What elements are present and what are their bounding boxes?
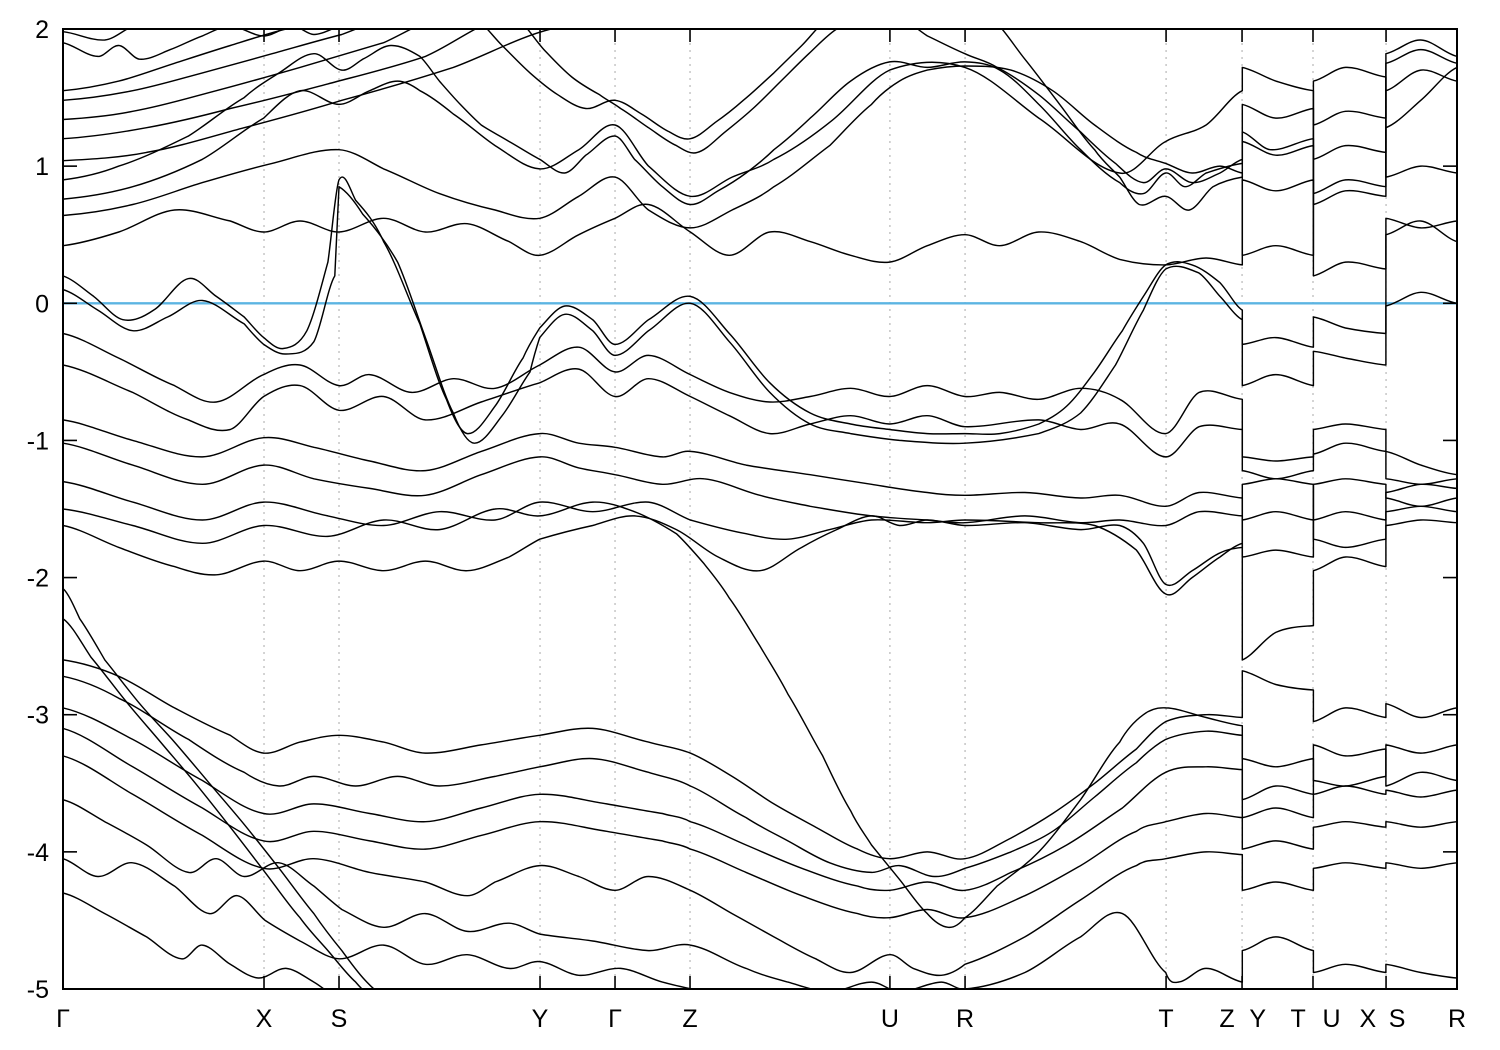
y-tick-label: 1 [35,153,49,181]
k-point-label: T [1290,1005,1305,1033]
y-tick-label: -3 [27,702,49,730]
y-tick-label: 2 [35,16,49,44]
band-curve [63,617,363,989]
k-point-label: U [1323,1005,1341,1033]
band-curve [63,44,1457,206]
k-point-label: Γ [608,1005,622,1033]
y-tick-label: -5 [27,976,49,1004]
k-point-label: Z [682,1005,697,1033]
band-curve [486,29,818,140]
band-curve [63,179,1457,277]
band-curve [63,478,1457,587]
band-curve [63,65,1457,257]
y-tick-label: -4 [27,839,49,867]
band-curve [63,29,288,92]
band-curve [63,185,1457,445]
band-curve [63,176,1457,436]
band-curve [63,480,1457,661]
band-curve [526,29,838,154]
y-tick-label: -1 [27,427,49,455]
band-curve [63,727,1457,919]
band-curve [63,29,129,41]
k-point-label: S [331,1005,348,1033]
band-curve [63,675,1457,878]
band-curve [63,857,695,989]
band-curve [63,29,358,102]
band-curve [63,39,1457,200]
k-point-label: X [256,1005,273,1033]
band-curve [63,892,326,989]
band-curve [63,29,552,162]
band-curve [63,587,376,989]
y-tick-label: 0 [35,290,49,318]
k-point-label: Γ [56,1005,70,1033]
band-curve [63,755,1457,977]
k-point-label: Z [1219,1005,1234,1033]
y-axis-labels: 2 1 0 -1 -2 -3 -4 -5 [27,16,49,1004]
band-curves [63,29,1457,989]
band-curve [63,364,1457,486]
k-point-label: S [1389,1005,1406,1033]
y-tick-label: -2 [27,565,49,593]
plot-frame [62,28,1458,990]
band-curve [63,419,1457,521]
k-point-label: R [956,1005,974,1033]
k-point-label: Y [532,1005,549,1033]
band-curve [63,442,1457,558]
axis-ticks [62,28,1458,990]
band-curve [916,29,1457,184]
band-curve [63,29,413,121]
band-curve [63,707,1457,892]
band-curve [63,659,1457,860]
band-curve [63,29,478,140]
k-point-label: X [1359,1005,1376,1033]
k-point-label: R [1448,1005,1466,1033]
band-curve [63,332,1457,476]
k-point-label: T [1158,1005,1173,1033]
k-point-label: Y [1249,1005,1266,1033]
band-curve [63,798,1457,989]
k-point-label: U [881,1005,899,1033]
